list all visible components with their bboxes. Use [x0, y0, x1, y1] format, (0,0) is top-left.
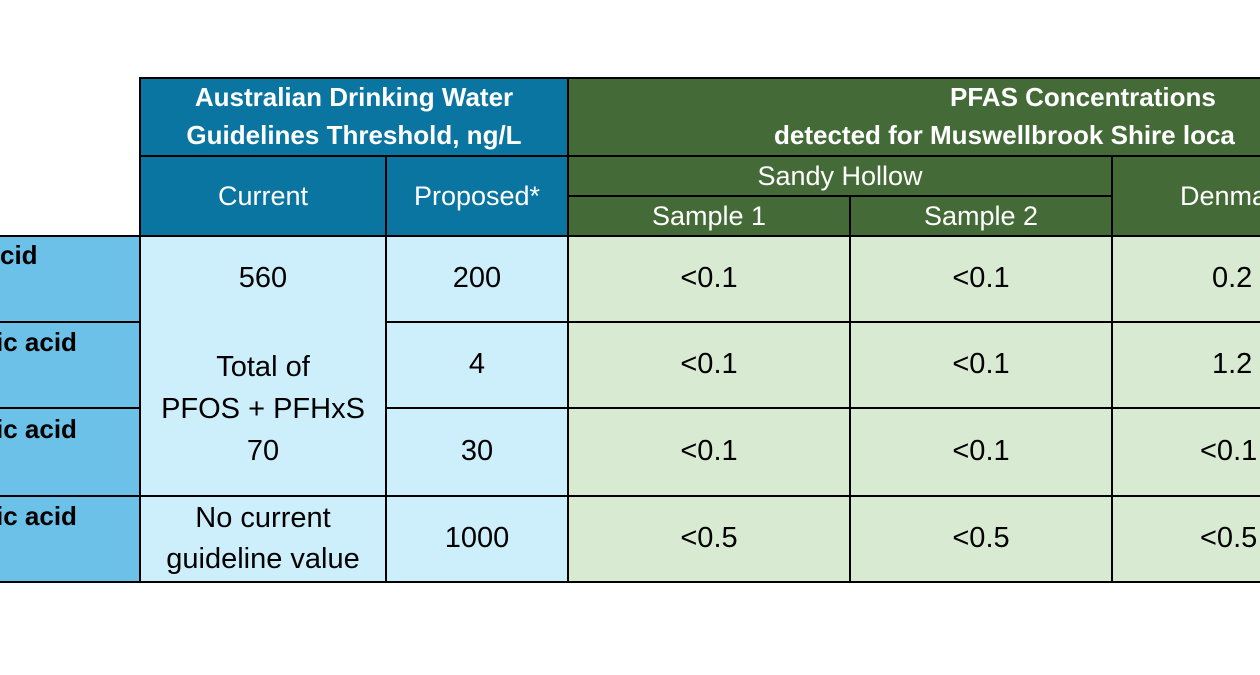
grid-line: [386, 407, 1260, 409]
row4-proposed: 1000: [386, 496, 568, 582]
row2-sample2-value: <0.1: [952, 348, 1010, 381]
grid-line: [0, 321, 140, 323]
row4-current-line1: No current: [195, 502, 331, 535]
row1-sample2-value: <0.1: [952, 262, 1010, 295]
row1-sample2: <0.1: [850, 236, 1112, 322]
row4-sample1: <0.5: [568, 496, 850, 582]
row-label-text-3: ic acid: [0, 414, 77, 444]
row1-current: 560: [140, 236, 386, 322]
grid-line: [1111, 155, 1113, 583]
merged-current-line2: PFOS + PFHxS: [161, 392, 365, 425]
row-label-3: [0, 408, 140, 496]
row3-sample1-value: <0.1: [680, 435, 738, 468]
row4-proposed-value: 1000: [444, 522, 510, 555]
row2-sample1: <0.1: [568, 322, 850, 408]
row4-current-line2: guideline value: [166, 543, 360, 575]
sandy-hollow-header: Sandy Hollow: [568, 156, 1112, 196]
sample1-label: Sample 1: [651, 200, 767, 231]
row1-denman-value: 0.2: [1212, 262, 1253, 295]
grid-line: [139, 77, 141, 583]
row-label-text-4: ic acid: [0, 501, 77, 531]
grid-line: [385, 155, 387, 583]
merged-current-line1: Total of: [216, 350, 310, 383]
pfas-header: PFAS Concentrations detected for Muswell…: [568, 78, 1260, 156]
row1-current-value: 560: [238, 262, 288, 295]
merged-current-line3: 70: [246, 435, 280, 468]
denman-header: Denma: [1112, 156, 1260, 236]
current-header-label: Current: [217, 180, 309, 211]
grid-line: [0, 581, 1260, 583]
grid-line: [386, 321, 1260, 323]
adwg-header-line1: Australian Drinking Water: [194, 82, 514, 113]
row1-sample1-value: <0.1: [680, 262, 738, 295]
pfas-header-line2: detected for Muswellbrook Shire loca: [774, 120, 1235, 150]
sample1-header: Sample 1: [568, 196, 850, 236]
row4-sample2-value: <0.5: [952, 522, 1010, 555]
row4-denman-value: <0.5: [1200, 522, 1258, 555]
grid-line: [0, 235, 1260, 237]
row1-denman: 0.2: [1112, 236, 1260, 322]
row3-denman-value: <0.1: [1200, 435, 1258, 468]
sample2-label: Sample 2: [923, 200, 1039, 231]
row3-sample1: <0.1: [568, 408, 850, 496]
row4-denman: <0.5: [1112, 496, 1260, 582]
row2-denman-value: 1.2: [1212, 348, 1253, 381]
row1-proposed-value: 200: [452, 262, 502, 295]
row-label-1: [0, 236, 140, 322]
row2-sample1-value: <0.1: [680, 348, 738, 381]
current-header: Current: [140, 156, 386, 236]
row1-sample1: <0.1: [568, 236, 850, 322]
grid-line: [567, 77, 569, 583]
denman-label: Denma: [1180, 180, 1260, 211]
row-label-4: [0, 496, 140, 582]
proposed-header-label: Proposed*: [413, 180, 541, 211]
merged-current: Total of PFOS + PFHxS 70: [140, 322, 386, 496]
row3-sample2: <0.1: [850, 408, 1112, 496]
adwg-header-line2: Guidelines Threshold, ng/L: [186, 120, 522, 150]
row4-sample2: <0.5: [850, 496, 1112, 582]
grid-line: [568, 195, 1112, 197]
row4-sample1-value: <0.5: [680, 522, 738, 555]
row3-sample2-value: <0.1: [952, 435, 1010, 468]
row3-denman: <0.1: [1112, 408, 1260, 496]
row-label-text-1: cid: [0, 240, 38, 270]
proposed-header: Proposed*: [386, 156, 568, 236]
row2-sample2: <0.1: [850, 322, 1112, 408]
row3-proposed-value: 30: [460, 435, 494, 468]
row-label-2: [0, 322, 140, 408]
row-label-text-2: ic acid: [0, 327, 77, 357]
grid-line: [0, 495, 1260, 497]
sandy-hollow-label: Sandy Hollow: [757, 160, 923, 191]
grid-line: [0, 407, 140, 409]
row1-proposed: 200: [386, 236, 568, 322]
row2-denman: 1.2: [1112, 322, 1260, 408]
row2-proposed: 4: [386, 322, 568, 408]
adwg-header: Australian Drinking Water Guidelines Thr…: [140, 78, 568, 156]
row4-current: No current guideline value: [140, 496, 386, 582]
grid-line: [140, 155, 1260, 157]
grid-line: [140, 77, 1260, 79]
grid-line: [849, 195, 851, 583]
sample2-header: Sample 2: [850, 196, 1112, 236]
pfas-header-line1: PFAS Concentrations: [950, 82, 1216, 113]
row2-proposed-value: 4: [468, 348, 486, 381]
row3-proposed: 30: [386, 408, 568, 496]
